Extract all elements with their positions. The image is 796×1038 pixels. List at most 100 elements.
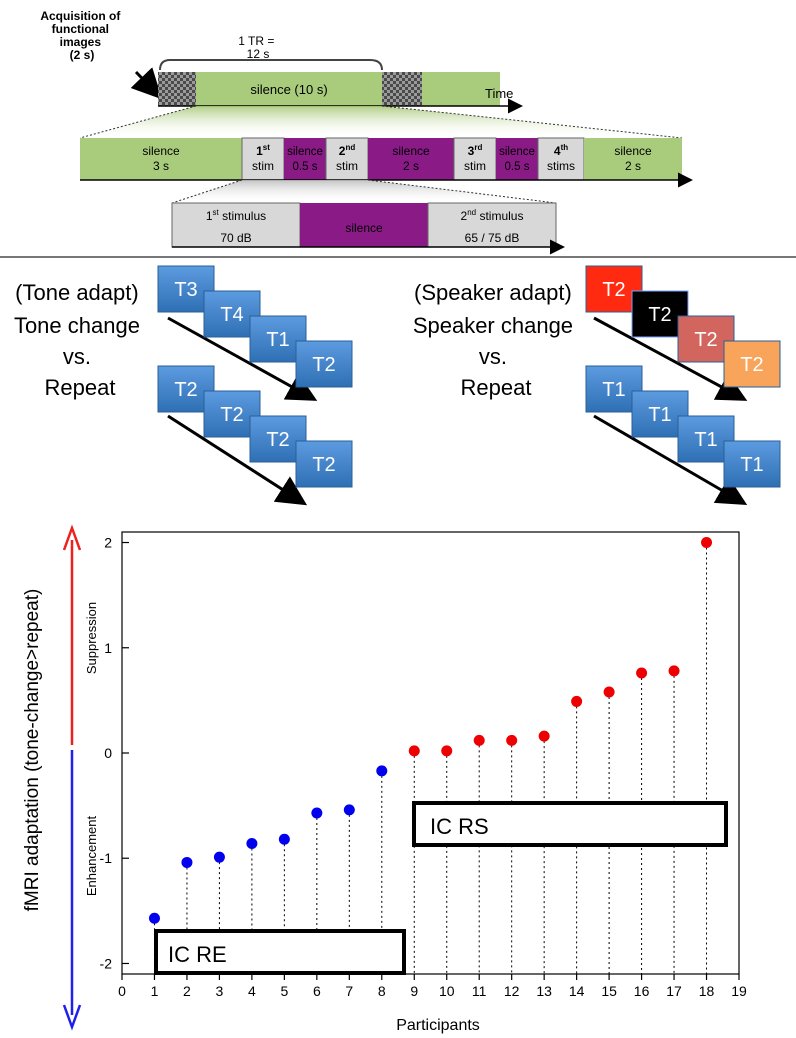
data-point-14 bbox=[571, 695, 583, 707]
y-tick-label: -1 bbox=[100, 850, 113, 866]
x-tick-label: 10 bbox=[439, 983, 455, 999]
x-tick-label: 1 bbox=[151, 983, 159, 999]
x-tick-label: 13 bbox=[536, 983, 552, 999]
silence-10s-block bbox=[196, 72, 382, 106]
x-tick-label: 19 bbox=[731, 983, 747, 999]
x-tick-label: 8 bbox=[378, 983, 386, 999]
tone-change-tile-1: T3 bbox=[157, 265, 215, 313]
tone-repeat-tile-label: T2 bbox=[174, 379, 197, 401]
svg-text:1st stimulus: 1st stimulus bbox=[206, 208, 266, 223]
speaker-repeat-tile-label: T1 bbox=[694, 429, 717, 451]
tr-label: 1 TR = 12 s bbox=[238, 34, 277, 61]
tone-change-tile-2: T4 bbox=[203, 290, 261, 338]
tone-change-tile-3: T1 bbox=[249, 315, 307, 363]
x-tick-label: 17 bbox=[666, 983, 682, 999]
ic-rs-box bbox=[412, 801, 728, 847]
speaker-repeat-tile-label: T1 bbox=[602, 379, 625, 401]
time-label: Time bbox=[485, 86, 513, 101]
ic-re-box bbox=[154, 929, 406, 975]
x-axis-label: Participants bbox=[396, 1017, 480, 1034]
x-tick-label: 5 bbox=[280, 983, 288, 999]
tone-change-tile-label: T2 bbox=[312, 354, 335, 376]
data-point-2 bbox=[181, 856, 193, 868]
x-tick-label: 3 bbox=[216, 983, 224, 999]
data-points bbox=[148, 537, 713, 924]
speaker-change-tile-label: T2 bbox=[648, 304, 671, 326]
data-point-17 bbox=[668, 665, 680, 677]
speaker-change-tile-label: T2 bbox=[694, 329, 717, 351]
tone-change-sequence: T3 T4 T1 T2 bbox=[157, 265, 353, 388]
speaker-change-arrow bbox=[593, 316, 748, 401]
x-tick-label: 15 bbox=[601, 983, 617, 999]
speaker-change-tile-4: T2 bbox=[723, 340, 781, 388]
data-point-6 bbox=[311, 807, 323, 819]
y-axis-ticks: -2 -1 0 1 2 bbox=[100, 535, 129, 971]
x-tick-label: 9 bbox=[410, 983, 418, 999]
zoom-line-left-1 bbox=[79, 105, 197, 139]
ic-re-label: IC RE bbox=[168, 942, 227, 967]
zoom-line-left-2 bbox=[171, 179, 243, 204]
silence-10s-label: silence (10 s) bbox=[250, 82, 327, 97]
acquisition-block-2 bbox=[382, 72, 422, 106]
svg-text:2nd stimulus: 2nd stimulus bbox=[461, 208, 524, 223]
tone-repeat-tile-4: T2 bbox=[295, 440, 353, 488]
y-axis-label: fMRI adaptation (tone-change>repeat) bbox=[22, 589, 43, 912]
x-tick-label: 4 bbox=[248, 983, 256, 999]
data-point-11 bbox=[473, 734, 485, 746]
y-tick-label: 1 bbox=[104, 640, 112, 656]
speaker-condition-label: (Speaker adapt) Speaker change vs. Repea… bbox=[413, 280, 579, 400]
tone-repeat-tile-label: T2 bbox=[220, 404, 243, 426]
data-point-7 bbox=[343, 804, 355, 816]
speaker-change-tile-1: T2 bbox=[585, 265, 643, 313]
speaker-repeat-tile-label: T1 bbox=[648, 404, 671, 426]
data-point-4 bbox=[246, 838, 258, 850]
data-point-1 bbox=[148, 912, 160, 924]
data-point-3 bbox=[213, 851, 225, 863]
speaker-repeat-tile-3: T1 bbox=[677, 415, 735, 463]
x-tick-label: 18 bbox=[699, 983, 715, 999]
x-tick-label: 0 bbox=[118, 983, 126, 999]
acquisition-block-1 bbox=[158, 72, 196, 106]
zoom-line-right-2 bbox=[367, 179, 557, 204]
plot-frame bbox=[121, 531, 740, 975]
tone-repeat-tile-label: T2 bbox=[312, 454, 335, 476]
tone-change-tile-label: T3 bbox=[174, 279, 197, 301]
ic-rs-label: IC RS bbox=[430, 814, 489, 839]
timeline-panel: Acquisition of functional images (2 s) s… bbox=[40, 9, 693, 255]
x-tick-label: 6 bbox=[313, 983, 321, 999]
tone-repeat-tile-2: T2 bbox=[203, 390, 261, 438]
tone-repeat-sequence: T2 T2 T2 T2 bbox=[157, 365, 353, 488]
speaker-change-sequence: T2 T2 T2 T2 bbox=[585, 265, 781, 388]
tr-bracket bbox=[159, 59, 383, 71]
data-point-13 bbox=[538, 730, 550, 742]
suppression-label: Suppression bbox=[84, 602, 99, 674]
x-tick-label: 16 bbox=[634, 983, 650, 999]
data-point-18 bbox=[701, 537, 713, 549]
tone-repeat-tile-label: T2 bbox=[266, 429, 289, 451]
data-point-12 bbox=[506, 734, 518, 746]
timeline-row-3: 1st stimulus 70 dB silence 2nd stimulus … bbox=[171, 202, 557, 248]
data-point-5 bbox=[278, 833, 290, 845]
acquisition-label: Acquisition of functional images (2 s) bbox=[40, 9, 123, 62]
data-point-15 bbox=[603, 686, 615, 698]
data-point-8 bbox=[376, 765, 388, 777]
stems bbox=[153, 542, 708, 974]
speaker-change-tile-label: T2 bbox=[740, 354, 763, 376]
speaker-repeat-arrow bbox=[593, 414, 748, 506]
conditions-panel: (Tone adapt) Tone change vs. Repeat (Spe… bbox=[14, 265, 781, 506]
tone-change-tile-label: T1 bbox=[266, 329, 289, 351]
data-point-10 bbox=[441, 745, 453, 757]
tone-repeat-arrow bbox=[167, 414, 308, 506]
y-tick-label: -2 bbox=[100, 955, 113, 971]
speaker-repeat-tile-4: T1 bbox=[723, 440, 781, 488]
